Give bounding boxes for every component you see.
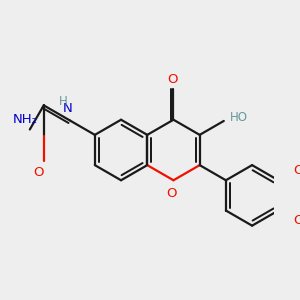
Text: NH₂: NH₂ — [13, 113, 38, 126]
Text: N: N — [62, 102, 72, 115]
Text: O: O — [34, 166, 44, 179]
Text: O: O — [167, 187, 177, 200]
Text: H: H — [58, 95, 67, 108]
Text: O: O — [293, 164, 300, 177]
Text: O: O — [168, 73, 178, 86]
Text: O: O — [293, 214, 300, 227]
Text: HO: HO — [230, 111, 247, 124]
